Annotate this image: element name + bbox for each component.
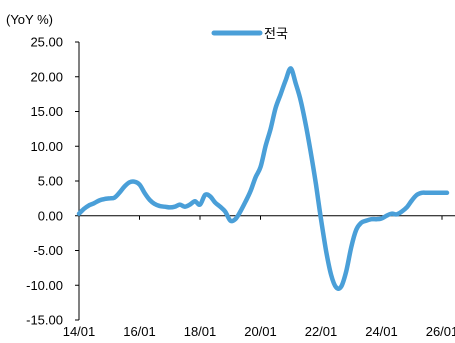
x-tick-label: 20/01 [244, 324, 277, 339]
y-tick-label: 25.00 [30, 35, 63, 50]
x-tick-label: 16/01 [123, 324, 156, 339]
y-tick-label: 5.00 [38, 174, 63, 189]
y-unit-label: (YoY %) [6, 12, 53, 27]
x-tick-label: 24/01 [365, 324, 398, 339]
y-tick-label: -5.00 [33, 243, 63, 258]
x-tick-label: 14/01 [63, 324, 96, 339]
y-tick-label: 20.00 [30, 69, 63, 84]
y-tick-label: -15.00 [26, 313, 63, 328]
x-tick-label: 18/01 [184, 324, 217, 339]
y-tick-label: -10.00 [26, 278, 63, 293]
y-axis-ticks: 25.00 20.00 15.00 10.00 5.00 0.00 -5.00 -10.00 -… [26, 35, 79, 328]
legend-label: 전국 [264, 27, 288, 42]
x-tick-label: 26/01 [426, 324, 455, 339]
x-axis-ticks: 14/01 16/01 18/01 20/01 22/01 24/01 26/01 [63, 215, 455, 339]
y-tick-label: 10.00 [30, 139, 63, 154]
y-tick-label: 15.00 [30, 104, 63, 119]
legend: 전국 [211, 27, 288, 42]
series-line-전국 [76, 66, 450, 291]
series-group [76, 66, 450, 291]
x-tick-label: 22/01 [305, 324, 338, 339]
y-tick-label: 0.00 [38, 208, 63, 223]
